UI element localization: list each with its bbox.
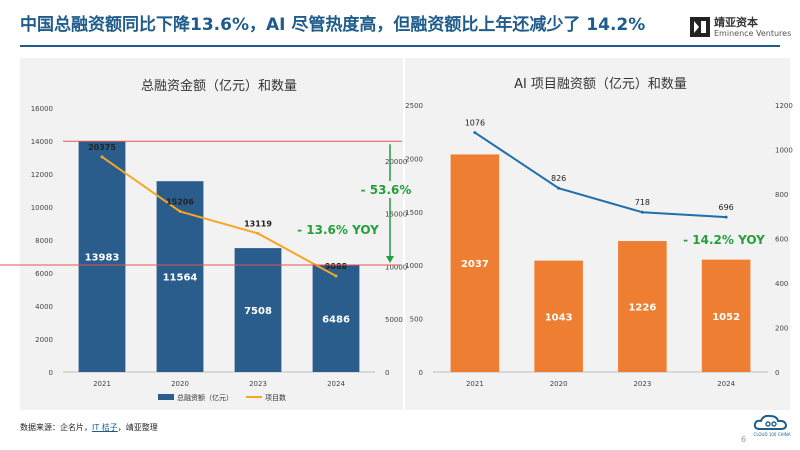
line-series <box>101 156 337 277</box>
bar <box>534 260 583 372</box>
cloud-icon <box>753 414 788 430</box>
bar-value-label: 11564 <box>163 273 198 284</box>
cloud100-badge: CLOUD 100 CHINA <box>752 412 792 442</box>
y-left-tick-label: 0 <box>419 369 423 377</box>
x-tick-label: 2023 <box>633 380 651 388</box>
legend-label-line: 项目数 <box>265 393 286 402</box>
bar-value-label: 13983 <box>85 253 120 264</box>
y-right-tick-label: 5000 <box>385 316 403 324</box>
y-right-tick-label: 10000 <box>385 263 407 271</box>
y-left-tick-label: 4000 <box>35 303 53 311</box>
bar <box>78 141 126 372</box>
y-right-tick-label: 800 <box>775 191 788 199</box>
bar <box>312 264 360 372</box>
bar-value-label: 6486 <box>322 314 350 325</box>
source-suffix: ，靖亚整理 <box>117 423 158 432</box>
brand-logo: 靖亚资本 Eminence Ventures <box>690 14 792 42</box>
line-value-label: 826 <box>551 174 566 183</box>
y-left-tick-label: 500 <box>410 316 423 324</box>
bar-value-label: 7508 <box>244 306 272 317</box>
source-note: 数据来源：企名片，IT 桔子，靖亚整理 <box>20 422 158 433</box>
line-value-label: 20375 <box>88 143 116 152</box>
x-tick-label: 2021 <box>93 380 111 388</box>
y-left-tick-label: 6000 <box>35 270 53 278</box>
line-point <box>473 131 477 135</box>
x-tick-label: 2020 <box>171 380 189 388</box>
annotation-yoy: - 13.6% YOY <box>297 223 379 237</box>
bar <box>618 241 667 372</box>
page-number: 6 <box>741 435 747 444</box>
line-point <box>100 155 104 159</box>
y-left-tick-label: 0 <box>49 369 53 377</box>
y-left-tick-label: 16000 <box>31 105 53 113</box>
line-value-label: 1076 <box>465 119 485 128</box>
x-tick-label: 2023 <box>249 380 267 388</box>
y-right-tick-label: 0 <box>775 369 779 377</box>
y-right-tick-label: 400 <box>775 280 788 288</box>
chart-title: AI 项目融资额（亿元）和数量 <box>514 77 687 92</box>
source-link[interactable]: IT 桔子 <box>92 423 118 432</box>
line-value-label: 13119 <box>244 219 272 228</box>
y-right-tick-label: 1200 <box>775 102 793 110</box>
line-value-label: 696 <box>718 203 733 212</box>
y-left-tick-label: 10000 <box>31 204 53 212</box>
line-point <box>557 186 561 190</box>
line-series <box>474 131 727 219</box>
y-left-tick-label: 1000 <box>405 262 423 270</box>
y-left-tick-label: 2000 <box>405 155 423 163</box>
line-point <box>724 215 728 219</box>
annotation-total-decline: - 53.6% <box>361 183 412 197</box>
y-left-tick-label: 2500 <box>405 102 423 110</box>
x-tick-label: 2024 <box>327 380 345 388</box>
y-right-tick-label: 15000 <box>385 211 407 219</box>
y-right-tick-label: 0 <box>385 369 389 377</box>
line-point <box>178 209 182 213</box>
line-value-label: 9088 <box>325 262 348 271</box>
x-tick-label: 2024 <box>717 380 735 388</box>
y-right-tick-label: 20000 <box>385 158 407 166</box>
page-title: 中国总融资额同比下降13.6%，AI 尽管热度高，但融资额比上年还减少了 14.… <box>20 15 646 35</box>
y-left-tick-label: 1500 <box>405 209 423 217</box>
y-left-tick-label: 14000 <box>31 138 53 146</box>
bar <box>701 259 751 372</box>
title-divider <box>20 45 780 47</box>
line-point <box>334 274 338 278</box>
line-value-label: 15206 <box>166 197 194 206</box>
line-point <box>640 210 644 214</box>
y-left-tick-label: 12000 <box>31 171 53 179</box>
x-tick-label: 2021 <box>466 380 484 388</box>
brand-name-cn: 靖亚资本 <box>714 16 758 29</box>
bar <box>156 181 204 372</box>
annotation-ai-yoy: - 14.2% YOY <box>683 233 765 247</box>
y-left-tick-label: 2000 <box>35 336 53 344</box>
y-left-tick-label: 8000 <box>35 237 53 245</box>
line-value-label: 718 <box>635 198 650 207</box>
decline-arrow-head <box>386 255 394 263</box>
y-right-tick-label: 200 <box>775 325 788 333</box>
legend-swatch-bar <box>158 394 174 400</box>
line-point <box>256 231 260 235</box>
legend-label-bar: 总融资额（亿元） <box>177 393 233 402</box>
badge-label: CLOUD 100 CHINA <box>753 432 791 437</box>
source-prefix: 数据来源：企名片， <box>20 423 92 432</box>
bar <box>234 248 282 372</box>
y-right-tick-label: 600 <box>775 236 788 244</box>
y-right-tick-label: 1000 <box>775 147 793 155</box>
chart-title: 总融资金额（亿元）和数量 <box>141 78 297 94</box>
bar-value-label: 1226 <box>628 303 656 314</box>
bar <box>450 154 500 372</box>
bar-value-label: 2037 <box>461 259 489 270</box>
brand-name-en: Eminence Ventures <box>714 29 792 38</box>
brand-logo-icon <box>690 17 710 37</box>
annotation-bg <box>370 181 404 198</box>
x-tick-label: 2020 <box>550 380 568 388</box>
bar-value-label: 1052 <box>712 312 740 323</box>
bar-value-label: 1043 <box>545 312 573 323</box>
